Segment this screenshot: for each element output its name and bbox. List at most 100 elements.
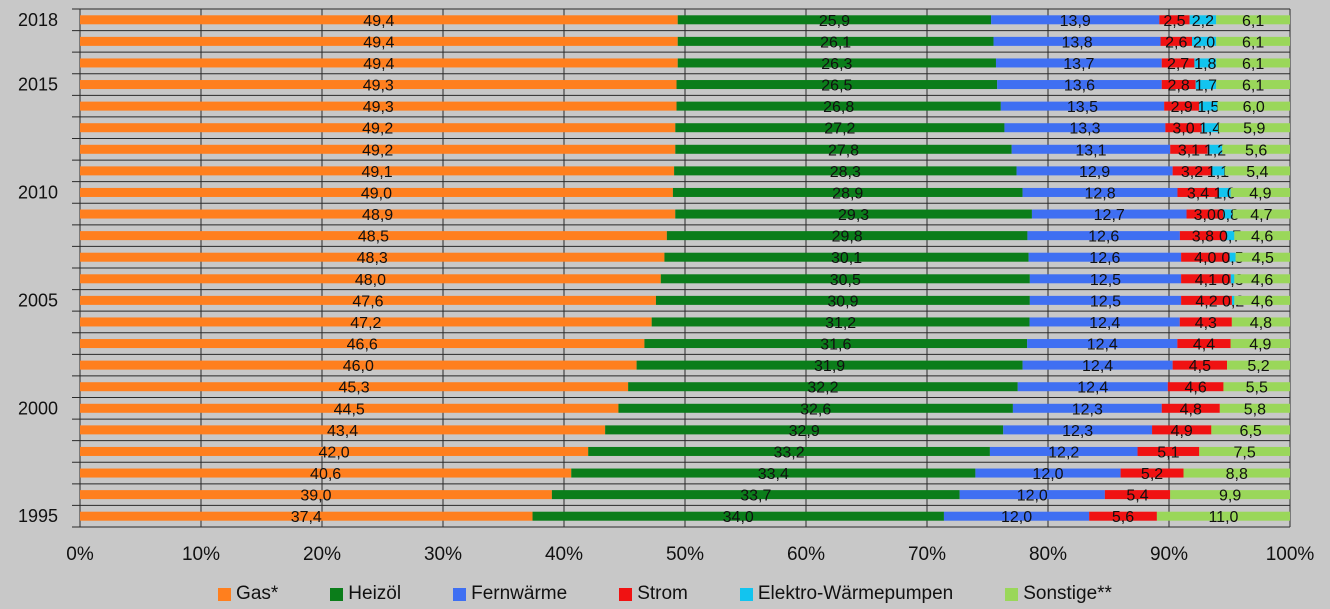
- data-label: 13,3: [1069, 121, 1100, 138]
- data-label: 49,2: [362, 121, 393, 138]
- data-label: 1,0: [1214, 185, 1236, 202]
- data-label: 37,4: [291, 509, 322, 526]
- data-label: 1,4: [1199, 121, 1221, 138]
- legend-swatch: [218, 587, 232, 601]
- bar-segment: [1230, 339, 1290, 349]
- bar-segment: [1227, 360, 1290, 370]
- bar-segment: [1199, 446, 1290, 456]
- bar-segment: [1170, 490, 1290, 500]
- bar-segment: [1159, 15, 1190, 25]
- bar-segment: [1216, 80, 1290, 90]
- bar-segment: [1027, 231, 1180, 241]
- data-label: 49,3: [363, 78, 394, 95]
- data-label: 40,6: [310, 466, 341, 483]
- bar-segment: [1235, 252, 1290, 262]
- data-label: 48,0: [355, 272, 386, 289]
- bar-segment: [80, 382, 629, 392]
- x-tick-label: 20%: [303, 544, 341, 565]
- bar-segment: [636, 360, 1023, 370]
- bar-segment: [1199, 101, 1218, 111]
- data-label: 1,5: [1197, 99, 1219, 116]
- bar-segment: [80, 101, 677, 111]
- data-label: 12,4: [1082, 358, 1113, 375]
- bar-segment: [677, 58, 996, 68]
- bar-segment: [1022, 360, 1173, 370]
- bar-segment: [1189, 15, 1217, 25]
- data-label: 34,0: [723, 509, 754, 526]
- data-label: 33,7: [740, 488, 771, 505]
- bar-segment: [80, 490, 552, 500]
- data-label: 4,6: [1184, 380, 1206, 397]
- x-tick-label: 50%: [666, 544, 704, 565]
- data-label: 2,2: [1192, 13, 1214, 30]
- legend-label: Sonstige**: [1023, 583, 1112, 604]
- bar-segment: [1089, 511, 1157, 521]
- data-label: 5,8: [1244, 401, 1266, 418]
- bar-segment: [1211, 425, 1290, 435]
- data-label: 13,6: [1064, 78, 1095, 95]
- bar-segment: [80, 403, 619, 413]
- data-label: 46,6: [347, 337, 378, 354]
- bar-segment: [1216, 15, 1290, 25]
- x-tick-label: 40%: [545, 544, 583, 565]
- data-label: 44,5: [334, 401, 365, 418]
- data-label: 12,4: [1077, 380, 1108, 397]
- data-label: 49,2: [362, 142, 393, 159]
- bar-segment: [1027, 339, 1178, 349]
- bar-segment: [1028, 252, 1182, 262]
- data-label: 13,8: [1061, 34, 1092, 51]
- data-label: 1,1: [1207, 164, 1229, 181]
- bar-segment: [1000, 101, 1165, 111]
- data-label: 12,9: [1079, 164, 1110, 181]
- bar-segment: [672, 187, 1023, 197]
- data-label: 4,0: [1194, 250, 1216, 267]
- data-label: 4,8: [1250, 315, 1272, 332]
- bar-segment: [1218, 187, 1231, 197]
- data-label: 1,8: [1194, 56, 1216, 73]
- data-label: 49,4: [363, 13, 394, 30]
- data-label: 32,6: [800, 401, 831, 418]
- data-label: 4,3: [1195, 315, 1217, 332]
- bar-segment: [1181, 252, 1230, 262]
- bar-segment: [1012, 403, 1162, 413]
- data-label: 5,6: [1112, 509, 1134, 526]
- data-label: 3,0: [1194, 207, 1216, 224]
- bar-segment: [80, 80, 677, 90]
- data-label: 12,4: [1089, 315, 1120, 332]
- legend-swatch: [619, 587, 633, 601]
- data-label: 30,9: [827, 293, 858, 310]
- bar-segment: [1031, 209, 1187, 219]
- data-label: 49,1: [361, 164, 392, 181]
- bar-segment: [1230, 187, 1290, 197]
- data-label: 12,5: [1090, 272, 1121, 289]
- data-label: 33,4: [758, 466, 789, 483]
- data-label: 4,5: [1252, 250, 1274, 267]
- data-label: 12,7: [1094, 207, 1125, 224]
- data-label: 4,6: [1251, 272, 1273, 289]
- data-label: 48,5: [358, 229, 389, 246]
- bar-segment: [1170, 144, 1208, 154]
- bar-segment: [1181, 295, 1232, 305]
- bar-segment: [80, 15, 678, 25]
- bar-segment: [991, 15, 1160, 25]
- data-label: 26,1: [820, 34, 851, 51]
- legend-item: Heizöl: [330, 583, 401, 605]
- data-label: 3,0: [1172, 121, 1194, 138]
- bar-segment: [1016, 166, 1173, 176]
- data-label: 3,2: [1181, 164, 1203, 181]
- data-label: 2,8: [1168, 78, 1190, 95]
- bar-segment: [80, 446, 589, 456]
- bar-segment: [1179, 231, 1226, 241]
- data-label: 2,7: [1167, 56, 1189, 73]
- data-label: 5,6: [1245, 142, 1267, 159]
- chart-canvas: 49,4 25,9 13,9 2,5 2,2 6,1 49,4 26,1 13,8 2,6 2,0 6…: [18, 8, 1315, 565]
- data-label: 4,9: [1249, 337, 1271, 354]
- x-tick-label: 100%: [1266, 544, 1315, 565]
- legend-swatch: [739, 587, 753, 601]
- bar-segment: [1181, 274, 1231, 284]
- data-label: 26,3: [821, 56, 852, 73]
- data-label: 39,0: [300, 488, 331, 505]
- bar-segment: [80, 123, 676, 133]
- data-label: 49,3: [363, 99, 394, 116]
- bar-segment: [1222, 144, 1290, 154]
